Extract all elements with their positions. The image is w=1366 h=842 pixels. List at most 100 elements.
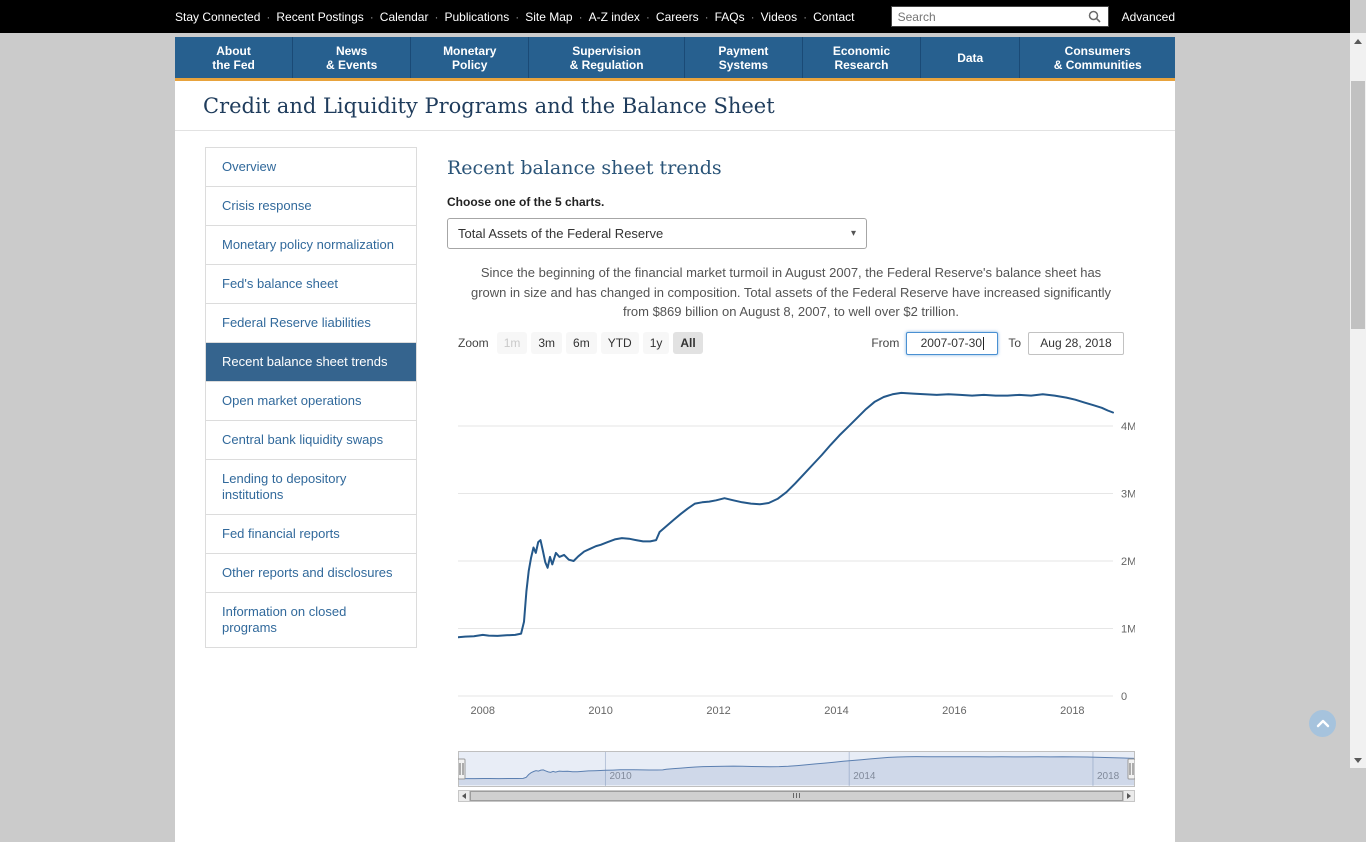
- svg-text:3M: 3M: [1121, 488, 1135, 500]
- section-heading: Recent balance sheet trends: [447, 157, 1135, 179]
- svg-text:2M: 2M: [1121, 556, 1135, 568]
- to-label: To: [1008, 336, 1021, 350]
- vertical-scrollbar-thumb[interactable]: [1351, 81, 1365, 329]
- main-panel: Recent balance sheet trends Choose one o…: [447, 147, 1135, 802]
- utility-bar-inner: Stay Connected Recent Postings Calendar …: [175, 0, 1175, 33]
- sidebar-item-central-bank-liquidity-swaps[interactable]: Central bank liquidity swaps: [206, 421, 416, 460]
- topbar-link-site-map[interactable]: Site Map: [525, 10, 588, 24]
- sidebar-item-monetary-policy-normalization[interactable]: Monetary policy normalization: [206, 226, 416, 265]
- nav-label: Systems: [719, 58, 768, 72]
- nav-label: & Events: [326, 58, 377, 72]
- sidebar-item-information-on-closed-programs[interactable]: Information on closed programs: [206, 593, 416, 647]
- chevron-up-icon: [1316, 719, 1330, 728]
- nav-item-monetary-policy[interactable]: Monetary Policy: [410, 37, 528, 78]
- nav-item-economic-research[interactable]: Economic Research: [802, 37, 920, 78]
- sidebar-item-fed-financial-reports[interactable]: Fed financial reports: [206, 515, 416, 554]
- zoom-button-all[interactable]: All: [673, 332, 702, 354]
- chevron-down-icon: ▾: [851, 228, 856, 239]
- to-date-value: Aug 28, 2018: [1040, 336, 1111, 350]
- nav-label: About: [216, 44, 251, 58]
- search-box: [891, 6, 1109, 27]
- utility-links: Stay Connected Recent Postings Calendar …: [175, 10, 854, 24]
- nav-item-supervision-regulation[interactable]: Supervision & Regulation: [528, 37, 684, 78]
- scrollbar-left-arrow-icon[interactable]: [458, 790, 470, 802]
- topbar-link-videos[interactable]: Videos: [761, 10, 813, 24]
- balance-sheet-chart[interactable]: 0 1M 2M 3M 4M 2008 2010 2012 2014 2016 2018: [458, 371, 1135, 721]
- svg-text:0: 0: [1121, 691, 1127, 703]
- title-band: Credit and Liquidity Programs and the Ba…: [175, 81, 1175, 131]
- svg-text:2010: 2010: [588, 705, 612, 717]
- utility-bar: Stay Connected Recent Postings Calendar …: [0, 0, 1350, 33]
- svg-text:1M: 1M: [1121, 623, 1135, 635]
- advanced-search-link[interactable]: Advanced: [1122, 10, 1175, 24]
- svg-text:2016: 2016: [942, 705, 966, 717]
- topbar-link-a-z-index[interactable]: A-Z index: [589, 10, 656, 24]
- zoom-button-3m[interactable]: 3m: [531, 332, 562, 354]
- nav-label: Supervision: [572, 44, 641, 58]
- sidebar-item-overview[interactable]: Overview: [206, 148, 416, 187]
- chart-select-value: Total Assets of the Federal Reserve: [458, 226, 663, 241]
- from-date-input[interactable]: 2007-07-30: [906, 332, 998, 355]
- chart-chooser-label: Choose one of the 5 charts.: [447, 195, 1135, 209]
- scrollbar-right-arrow-icon[interactable]: [1123, 790, 1135, 802]
- page-container: About the Fed News & Events Monetary Pol…: [175, 37, 1175, 842]
- scroll-down-arrow-icon[interactable]: [1350, 752, 1366, 768]
- sidebar-item-crisis-response[interactable]: Crisis response: [206, 187, 416, 226]
- svg-text:2008: 2008: [471, 705, 495, 717]
- nav-item-about-the-fed[interactable]: About the Fed: [175, 37, 292, 78]
- svg-text:2012: 2012: [706, 705, 730, 717]
- topbar-link-recent-postings[interactable]: Recent Postings: [276, 10, 379, 24]
- to-date-input[interactable]: Aug 28, 2018: [1028, 332, 1124, 355]
- search-icon[interactable]: [1082, 7, 1108, 26]
- topbar-link-faqs[interactable]: FAQs: [715, 10, 761, 24]
- nav-item-consumers-communities[interactable]: Consumers & Communities: [1019, 37, 1175, 78]
- sidebar-item-feds-balance-sheet[interactable]: Fed's balance sheet: [206, 265, 416, 304]
- scroll-up-arrow-icon[interactable]: [1350, 33, 1366, 49]
- range-inputs: From 2007-07-30 To Aug 28, 2018: [871, 332, 1124, 355]
- back-to-top-button[interactable]: [1309, 710, 1336, 737]
- zoom-label: Zoom: [458, 336, 489, 350]
- nav-item-news-events[interactable]: News & Events: [292, 37, 410, 78]
- nav-label: Monetary: [443, 44, 496, 58]
- page-title: Credit and Liquidity Programs and the Ba…: [203, 94, 1147, 118]
- chart-controls-row: Zoom 1m 3m 6m YTD 1y All From 2007-07-30…: [458, 332, 1124, 355]
- nav-label: the Fed: [212, 58, 255, 72]
- text-cursor: [983, 337, 984, 350]
- browser-vertical-scrollbar[interactable]: [1350, 33, 1366, 768]
- sidebar-item-lending-to-depository-institutions[interactable]: Lending to depository institutions: [206, 460, 416, 515]
- search-input[interactable]: [892, 10, 1082, 24]
- sidebar-item-recent-balance-sheet-trends[interactable]: Recent balance sheet trends: [206, 343, 416, 382]
- from-label: From: [871, 336, 899, 350]
- sidebar-item-open-market-operations[interactable]: Open market operations: [206, 382, 416, 421]
- sidebar-item-other-reports-and-disclosures[interactable]: Other reports and disclosures: [206, 554, 416, 593]
- chart-navigator[interactable]: 201020142018: [458, 751, 1135, 787]
- nav-item-payment-systems[interactable]: Payment Systems: [684, 37, 802, 78]
- topbar-link-careers[interactable]: Careers: [656, 10, 715, 24]
- topbar-link-contact[interactable]: Contact: [813, 10, 854, 24]
- scrollbar-track[interactable]: [470, 790, 1123, 802]
- nav-label: News: [336, 44, 367, 58]
- zoom-button-1y[interactable]: 1y: [643, 332, 670, 354]
- chart-select[interactable]: Total Assets of the Federal Reserve ▾: [447, 218, 867, 249]
- nav-label: & Communities: [1054, 58, 1142, 72]
- chart-description: Since the beginning of the financial mar…: [464, 263, 1119, 322]
- svg-text:2018: 2018: [1060, 705, 1084, 717]
- nav-label: Economic: [833, 44, 890, 58]
- chart-scrollbar[interactable]: [458, 790, 1135, 802]
- nav-item-data[interactable]: Data: [920, 37, 1019, 78]
- topbar-link-publications[interactable]: Publications: [444, 10, 525, 24]
- zoom-button-6m[interactable]: 6m: [566, 332, 597, 354]
- zoom-button-1m[interactable]: 1m: [497, 332, 528, 354]
- sidebar-item-federal-reserve-liabilities[interactable]: Federal Reserve liabilities: [206, 304, 416, 343]
- nav-label: Payment: [718, 44, 768, 58]
- zoom-button-ytd[interactable]: YTD: [601, 332, 639, 354]
- svg-text:4M: 4M: [1121, 421, 1135, 433]
- nav-label: Data: [957, 51, 983, 65]
- primary-nav: About the Fed News & Events Monetary Pol…: [175, 37, 1175, 78]
- scrollbar-thumb[interactable]: [470, 791, 1123, 801]
- topbar-link-calendar[interactable]: Calendar: [380, 10, 445, 24]
- nav-label: & Regulation: [570, 58, 644, 72]
- from-date-value: 2007-07-30: [921, 336, 982, 350]
- svg-text:2014: 2014: [824, 705, 848, 717]
- topbar-link-stay-connected[interactable]: Stay Connected: [175, 10, 276, 24]
